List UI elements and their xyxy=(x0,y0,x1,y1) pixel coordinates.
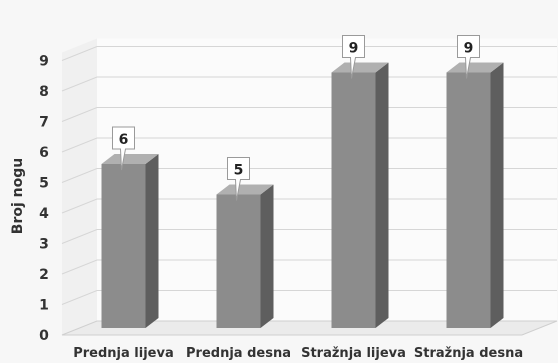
y-tick-label: 4 xyxy=(39,206,49,222)
gridline xyxy=(61,137,557,153)
x-tick-label: Prednja desna xyxy=(186,346,291,361)
y-axis-title: Broj nogu xyxy=(10,158,26,234)
bar-top xyxy=(216,184,274,195)
data-label-callout xyxy=(342,35,365,79)
x-tick-label: Stražnja lijeva xyxy=(301,346,406,361)
data-label: 6 xyxy=(112,126,135,171)
gridline xyxy=(61,229,557,244)
data-label-text: 6 xyxy=(119,132,129,148)
y-tick-label: 9 xyxy=(39,54,49,70)
gridline xyxy=(61,76,557,92)
bar xyxy=(101,154,159,328)
data-label: 9 xyxy=(457,35,480,79)
bar-side xyxy=(145,154,159,328)
bar-top xyxy=(101,154,159,164)
y-tick-label: 6 xyxy=(39,145,49,161)
y-tick-label: 8 xyxy=(39,84,49,100)
bar xyxy=(331,62,389,328)
bar-front xyxy=(216,194,261,328)
side-wall xyxy=(62,38,97,335)
y-tick-label: 5 xyxy=(39,176,49,192)
gridline xyxy=(61,46,557,61)
data-label-text: 5 xyxy=(234,163,244,179)
x-tick-label: Prednja lijeva xyxy=(73,346,174,361)
y-tick-label: 3 xyxy=(39,237,49,253)
gridlines xyxy=(61,46,557,305)
gridline xyxy=(61,290,557,305)
data-label: 9 xyxy=(342,35,365,79)
data-label-text: 9 xyxy=(349,41,359,57)
bar-top xyxy=(446,62,504,73)
bar-side xyxy=(375,62,389,328)
data-label: 5 xyxy=(227,157,250,201)
bars xyxy=(101,62,504,328)
y-tick-label: 1 xyxy=(39,298,49,314)
y-axis-ticks: 0 1 2 3 4 5 6 7 8 9 xyxy=(39,54,49,345)
y-tick-label: 2 xyxy=(39,267,49,283)
y-tick-label: 0 xyxy=(39,328,49,344)
bar-front xyxy=(101,164,146,328)
bar-top xyxy=(331,62,389,73)
gridline xyxy=(61,168,557,183)
back-wall xyxy=(97,38,557,321)
data-label-callout xyxy=(457,35,480,79)
bar xyxy=(216,184,274,328)
data-label-text: 9 xyxy=(464,41,474,57)
floor xyxy=(61,320,558,336)
data-labels: 6 5 9 9 xyxy=(112,35,480,201)
x-axis-ticks: Prednja lijeva Prednja desna Stražnja lije… xyxy=(73,346,523,361)
gridline xyxy=(61,259,557,275)
bar-side xyxy=(260,184,274,328)
gridline xyxy=(61,198,557,214)
bar-side xyxy=(490,62,504,328)
gridline xyxy=(61,107,557,122)
bar xyxy=(446,62,504,328)
data-label-callout xyxy=(227,157,250,201)
data-label-callout xyxy=(112,126,135,171)
y-tick-label: 7 xyxy=(39,115,49,131)
chart-walls xyxy=(61,38,558,336)
x-tick-label: Stražnja desna xyxy=(414,346,523,361)
bar-front xyxy=(446,72,491,328)
bar-front xyxy=(331,72,376,328)
